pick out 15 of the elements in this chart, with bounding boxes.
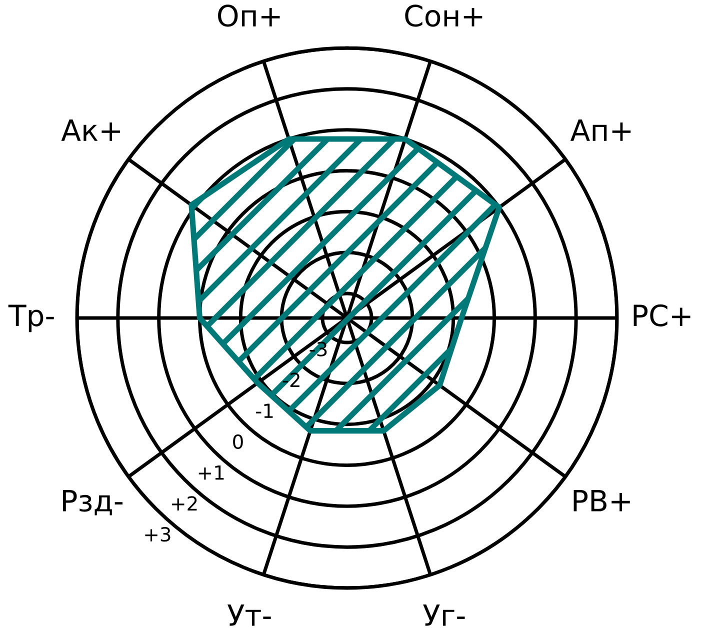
y-tick-label: 0 (233, 434, 243, 450)
spoke-label: Сон+ (405, 4, 482, 27)
spoke-label: Ут- (227, 604, 271, 626)
y-tick-label: +2 (172, 496, 197, 511)
spoke-label: Ак+ (61, 120, 120, 141)
y-tick-label: -1 (256, 404, 273, 418)
spoke-label: РС+ (634, 304, 690, 326)
spoke-label: Тр- (8, 304, 54, 332)
y-tick-label: +3 (145, 526, 170, 542)
spoke-label: Оп+ (218, 4, 280, 27)
spoke-label: Рзд- (63, 490, 123, 516)
spoke-label: РВ+ (574, 490, 630, 512)
y-tick-label: +1 (198, 465, 224, 480)
spoke-label: Ап+ (570, 120, 631, 141)
spoke-label: Уг- (423, 604, 465, 626)
